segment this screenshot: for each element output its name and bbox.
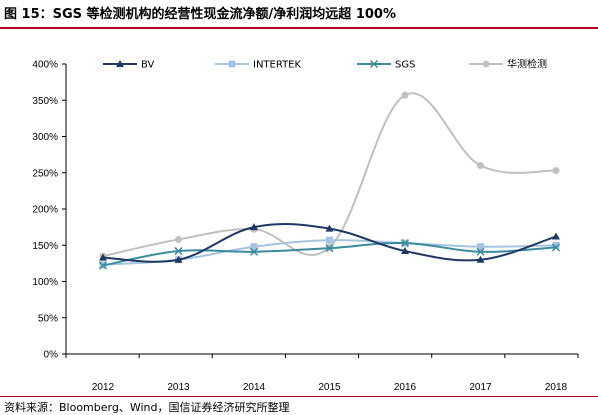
legend-item-华测检测: 华测检测: [469, 58, 547, 71]
y-tick-label: 350%: [32, 96, 58, 107]
marker-stroke: [98, 261, 108, 270]
marker-stroke: [369, 59, 379, 69]
x-tick-label: 2013: [167, 382, 190, 393]
legend-label: INTERTEK: [253, 60, 302, 71]
y-tick-label: 100%: [32, 277, 58, 288]
y-tick-label: 150%: [32, 241, 58, 252]
x-tick-label: 2016: [394, 382, 417, 393]
x-tick-label: 2017: [469, 382, 492, 393]
y-tick-label: 250%: [32, 168, 58, 179]
chart-series: [98, 91, 561, 270]
marker-stroke: [249, 247, 259, 256]
data-point: [552, 241, 560, 249]
y-tick-label: 400%: [32, 60, 58, 71]
data-point: [249, 247, 259, 256]
y-tick-label: 50%: [38, 313, 58, 324]
legend-item-BV: BV: [103, 60, 155, 71]
marker-stroke: [476, 247, 485, 256]
y-tick-label: 300%: [32, 132, 58, 143]
chart-legend: BV INTERTEK SGS 华测检测: [103, 58, 547, 71]
legend-item-SGS: SGS: [357, 60, 415, 71]
marker-stroke: [551, 243, 561, 252]
data-point: [401, 91, 409, 99]
legend-item-INTERTEK: INTERTEK: [215, 60, 302, 71]
data-point: [174, 255, 183, 263]
y-tick-label: 0%: [44, 350, 59, 361]
data-point: [98, 261, 108, 270]
marker-stroke: [400, 239, 410, 248]
title-divider: [0, 27, 598, 29]
data-point: [401, 247, 409, 255]
data-point: [325, 224, 334, 232]
figure-title: 图 15：SGS 等检测机构的经营性现金流净额/净利润均远超 100%: [4, 7, 396, 22]
data-point: [325, 244, 334, 253]
data-point: [551, 243, 561, 252]
series-华测检测: [99, 91, 560, 260]
footer-divider: [0, 396, 598, 397]
data-point: [175, 235, 182, 243]
marker-stroke: [325, 244, 334, 253]
legend-marker: [482, 60, 490, 68]
data-point: [552, 232, 560, 240]
x-tick-label: 2015: [318, 382, 341, 393]
legend-marker: [369, 59, 379, 69]
data-point: [99, 253, 107, 261]
data-point: [476, 255, 485, 263]
series-SGS: [98, 239, 561, 270]
legend-marker: [116, 60, 124, 67]
data-point: [476, 247, 485, 256]
legend-label: BV: [141, 60, 155, 71]
data-point: [174, 247, 183, 256]
series-line: [102, 92, 557, 258]
source-note: 资料来源：Bloomberg、Wind，国信证券经济研究所整理: [4, 401, 290, 414]
x-tick-label: 2014: [243, 382, 266, 393]
x-tick-label: 2012: [92, 382, 115, 393]
data-point: [477, 243, 484, 251]
legend-label: 华测检测: [507, 58, 547, 71]
x-tick-label: 2018: [545, 382, 568, 393]
data-point: [250, 243, 258, 251]
data-point: [400, 239, 410, 248]
series-BV: [99, 223, 560, 263]
data-point: [250, 223, 258, 231]
data-point: [326, 236, 333, 244]
marker-stroke: [174, 247, 183, 256]
y-tick-label: 200%: [32, 205, 58, 216]
legend-marker: [228, 60, 236, 68]
chart-axes: 0% 50% 100% 150% 200% 250% 300% 350% 400% 2012 201…: [32, 60, 579, 393]
data-point: [552, 167, 560, 175]
legend-label: SGS: [395, 60, 415, 71]
data-point: [477, 162, 484, 169]
